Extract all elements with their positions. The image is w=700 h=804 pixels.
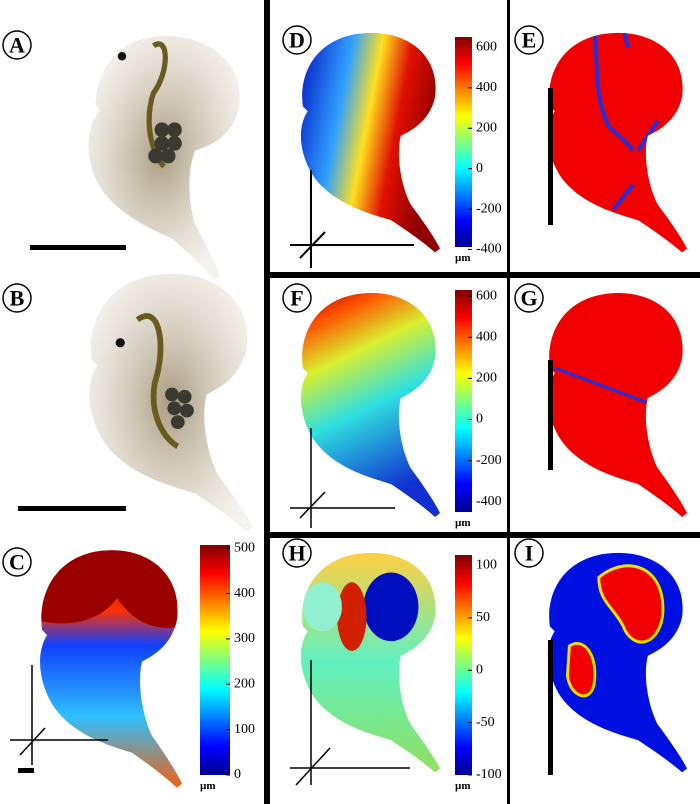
colorbar-tick-label: 50 (476, 610, 490, 625)
colorbar-tick-label: 100 (476, 558, 497, 573)
photo-b (89, 273, 253, 532)
panel-label-circle (2, 30, 32, 60)
panel-label-circle (514, 25, 544, 55)
colorbar-tick-label: 0 (234, 767, 241, 782)
colorbar-tick-label: -100 (476, 767, 502, 782)
scale-bar (18, 768, 34, 773)
colorbar-tick-label: 400 (476, 80, 497, 95)
divider (264, 0, 270, 804)
divider (264, 272, 700, 278)
colorbar (455, 555, 472, 775)
colorbar-unit: µm (455, 517, 471, 529)
scale-bar (548, 360, 553, 470)
panel-label: B (10, 286, 25, 311)
panel-label: G (520, 286, 537, 311)
colorbar-tick-label: 0 (476, 412, 483, 427)
colorbar-tick-label: 200 (476, 371, 497, 386)
mask-g (547, 293, 687, 517)
map-c (40, 550, 183, 788)
panel-label-circle (2, 283, 32, 313)
colorbar (455, 290, 472, 512)
panel-label-circle (282, 538, 312, 568)
mask-i (547, 552, 687, 773)
axes-icons (10, 170, 414, 786)
colorbar-tick-label: -50 (476, 715, 495, 730)
divider (264, 532, 700, 538)
panel-label-circle (514, 283, 544, 313)
panel-label-circle (282, 25, 312, 55)
map-h (300, 552, 440, 773)
colorbar-tick-label: 0 (476, 161, 483, 176)
colorbar-tick-label: -200 (476, 201, 502, 216)
colorbar-tick-label: 0 (476, 662, 483, 677)
scale-bar (30, 245, 126, 250)
scale-bar (548, 640, 553, 775)
panel-label-circle (514, 538, 544, 568)
panel-label: F (290, 286, 303, 311)
colorbar-unit: µm (200, 780, 216, 792)
colorbar (200, 545, 230, 775)
colorbar-tick-label: 500 (234, 540, 255, 555)
photo-a (71, 26, 253, 281)
panel-label: E (522, 28, 537, 53)
colorbar-tick-label: 600 (476, 288, 497, 303)
colorbar-tick-label: 400 (476, 329, 497, 344)
mask-e (547, 32, 687, 253)
colorbar-unit: µm (455, 780, 471, 792)
panel-label-circle (282, 283, 312, 313)
colorbar-tick-label: -200 (476, 453, 502, 468)
divider (507, 0, 510, 804)
colorbar-tick-label: 300 (234, 631, 255, 646)
map-d (300, 32, 440, 253)
scale-bar (18, 506, 126, 511)
panel-label-circle (2, 547, 32, 577)
colorbar-tick-label: 200 (234, 676, 255, 691)
panel-label: H (288, 541, 305, 566)
colorbar-tick-label: -400 (476, 494, 502, 509)
colorbar-unit: µm (455, 252, 471, 264)
panel-label: C (9, 550, 25, 575)
colorbar-tick-label: 100 (234, 722, 255, 737)
colorbar-tick-label: 600 (476, 40, 497, 55)
colorbar-tick-label: 400 (234, 586, 255, 601)
colorbar (455, 37, 472, 247)
panel-label: A (9, 33, 25, 58)
panel-label: D (289, 28, 305, 53)
panel-label: I (525, 541, 534, 566)
colorbar-tick-label: 200 (476, 120, 497, 135)
scale-bar (548, 88, 553, 225)
map-f (300, 293, 440, 517)
colorbar-tick-label: -400 (476, 242, 502, 257)
